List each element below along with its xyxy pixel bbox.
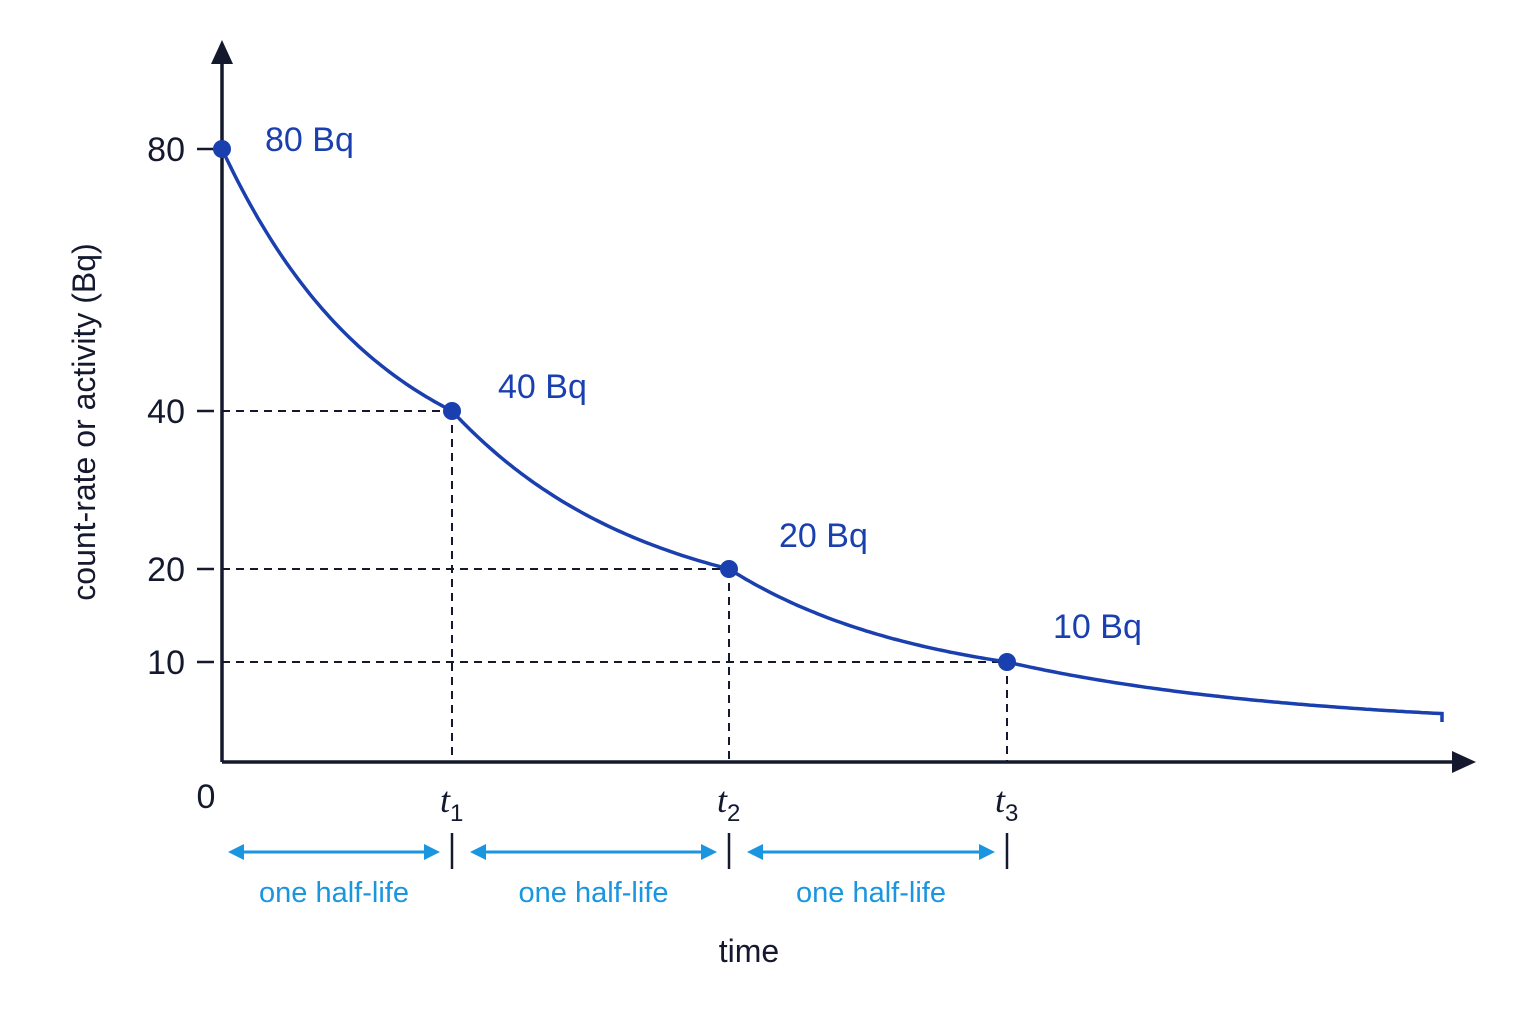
labels: 80 Bq 40 Bq 20 Bq 10 Bq — [265, 121, 1142, 646]
y-tick-label-40: 40 — [147, 393, 185, 431]
data-point-80 — [213, 140, 231, 158]
y-axis-arrowhead — [211, 40, 233, 64]
x-axis-arrowhead — [1452, 751, 1476, 773]
span-label-2: one half-life — [519, 877, 669, 909]
data-label-20: 20 Bq — [779, 517, 868, 555]
y-tick-label-80: 80 — [147, 131, 185, 169]
axes — [211, 40, 1476, 773]
data-point-10 — [998, 653, 1016, 671]
span-label-3: one half-life — [796, 877, 946, 909]
data-label-80: 80 Bq — [265, 121, 354, 159]
origin-label: 0 — [197, 778, 216, 816]
span-head-left-2 — [470, 844, 486, 860]
y-tick-label-20: 20 — [147, 551, 185, 589]
data-point-40 — [443, 402, 461, 420]
span-head-right-1 — [424, 844, 440, 860]
data-label-10: 10 Bq — [1053, 608, 1142, 646]
span-head-right-3 — [979, 844, 995, 860]
span-head-left-1 — [228, 844, 244, 860]
data-points — [213, 140, 1016, 671]
data-label-40: 40 Bq — [498, 368, 587, 406]
half-life-spans: one half-life one half-life one half-life — [228, 844, 995, 909]
x-axis-title: time — [719, 933, 779, 969]
data-point-20 — [720, 560, 738, 578]
span-label-1: one half-life — [259, 877, 409, 909]
y-axis-title: count-rate or activity (Bq) — [66, 243, 102, 600]
x-tick-label-3: t3 — [995, 780, 1018, 827]
span-head-left-3 — [747, 844, 763, 860]
y-tick-label-10: 10 — [147, 644, 185, 682]
x-tick-label-2: t2 — [717, 780, 740, 827]
span-head-right-2 — [701, 844, 717, 860]
decay-curve — [220, 148, 1444, 722]
x-tick-label-1: t1 — [440, 780, 463, 827]
guide-lines — [222, 410, 1008, 762]
ticks: 80 40 20 10 t1 t2 t3 — [147, 131, 1018, 869]
